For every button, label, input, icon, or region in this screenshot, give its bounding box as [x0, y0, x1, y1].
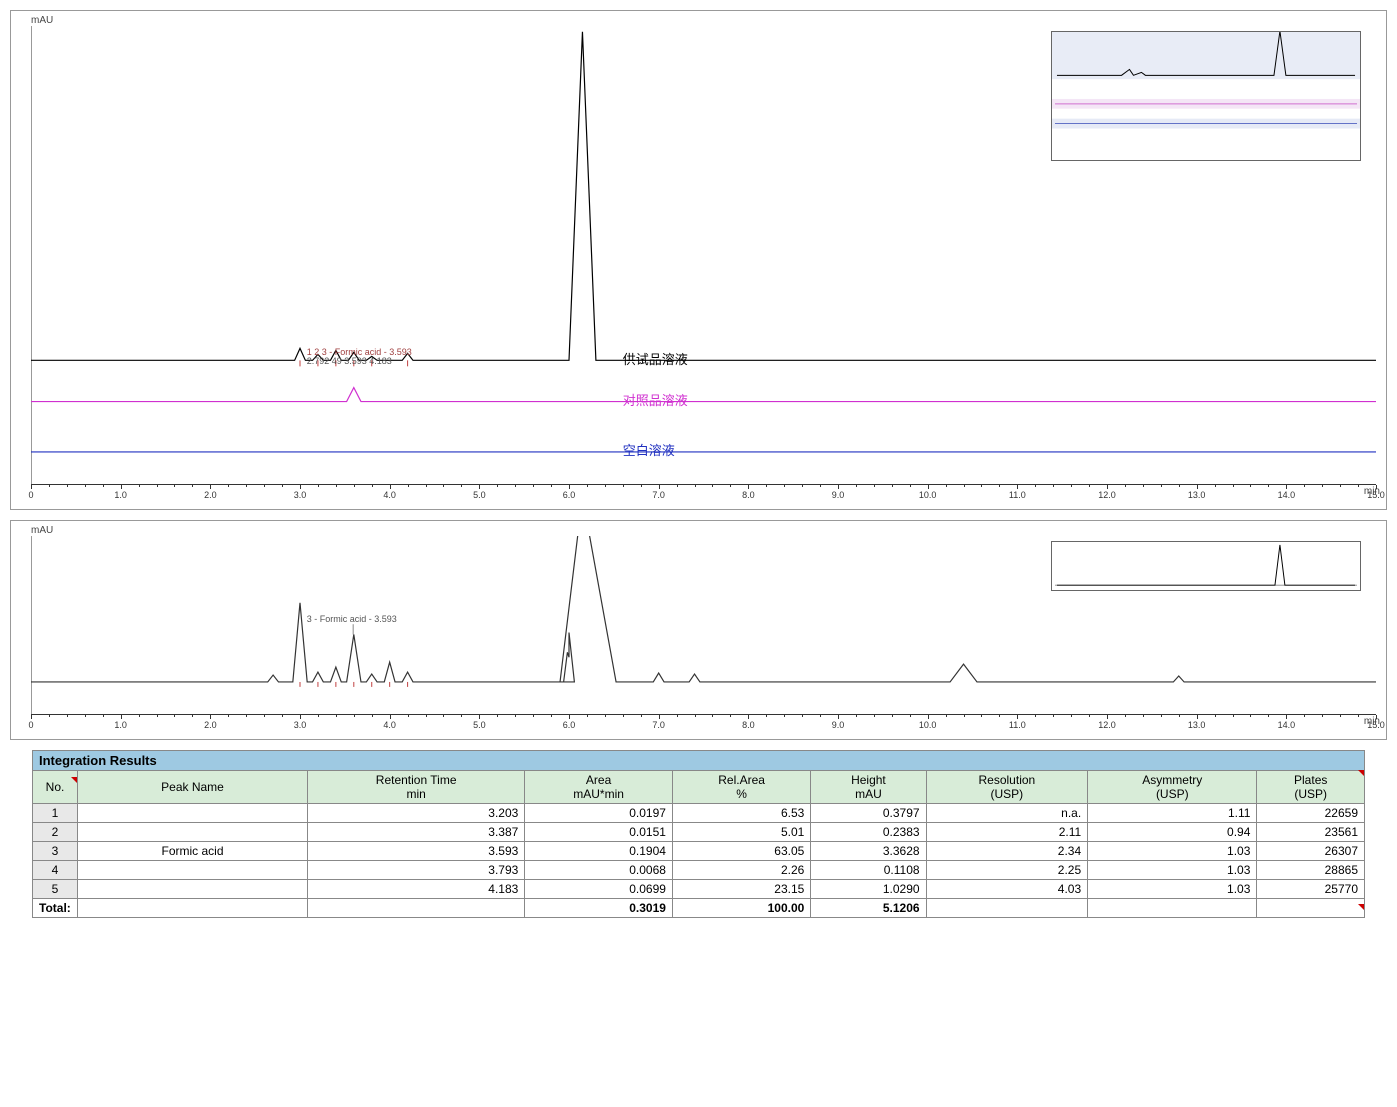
col-plates: Plates(USP) — [1257, 771, 1365, 804]
plot-area-top: 供试品溶液 对照品溶液 空白溶液 1 2 3 - Formic acid - 3… — [31, 26, 1376, 484]
col-relarea: Rel.Area% — [672, 771, 810, 804]
cell-asym: 1.11 — [1088, 804, 1257, 823]
cell-area: 0.0151 — [525, 823, 673, 842]
table-row: 1 3.2030.01976.530.3797n.a.1.1122659 — [33, 804, 1365, 823]
cell-no: 2 — [33, 823, 78, 842]
cell-no: 3 — [33, 842, 78, 861]
table-row: 5 4.1830.069923.151.02904.031.0325770 — [33, 880, 1365, 899]
integration-results-table: Integration Results No. Peak Name Retent… — [32, 750, 1365, 918]
total-height: 5.1206 — [811, 899, 926, 918]
cell-rel: 2.26 — [672, 861, 810, 880]
cell-name — [78, 861, 308, 880]
cell-plates: 25770 — [1257, 880, 1365, 899]
col-height: HeightmAU — [811, 771, 926, 804]
cell-rt: 3.387 — [308, 823, 525, 842]
total-label: Total: — [33, 899, 78, 918]
cell-rel: 63.05 — [672, 842, 810, 861]
cell-area: 0.0699 — [525, 880, 673, 899]
col-area: AreamAU*min — [525, 771, 673, 804]
inset-overview-bottom — [1051, 541, 1361, 591]
cell-rel: 6.53 — [672, 804, 810, 823]
cell-rt: 4.183 — [308, 880, 525, 899]
cell-name — [78, 880, 308, 899]
cell-no: 4 — [33, 861, 78, 880]
col-resolution: Resolution(USP) — [926, 771, 1088, 804]
cell-res: 4.03 — [926, 880, 1088, 899]
cell-asym: 1.03 — [1088, 861, 1257, 880]
plot-area-bottom: 3 - Formic acid - 3.593 — [31, 536, 1376, 714]
cell-height: 0.1108 — [811, 861, 926, 880]
cell-height: 0.2383 — [811, 823, 926, 842]
cell-name: Formic acid — [78, 842, 308, 861]
peak-label-formic-acid: 3 - Formic acid - 3.593 — [307, 614, 397, 624]
total-area: 0.3019 — [525, 899, 673, 918]
x-axis-label: min — [1364, 486, 1380, 497]
chromatogram-overlay-chart: mAU 供试品溶液 对照品溶液 空白溶液 1 2 3 - Formic acid… — [10, 10, 1387, 510]
cell-plates: 28865 — [1257, 861, 1365, 880]
table-title-row: Integration Results — [33, 751, 1365, 771]
cell-rt: 3.793 — [308, 861, 525, 880]
col-no: No. — [33, 771, 78, 804]
trace-label-sample: 供试品溶液 — [623, 349, 688, 368]
cell-height: 0.3797 — [811, 804, 926, 823]
table-header-row: No. Peak Name Retention Timemin AreamAU*… — [33, 771, 1365, 804]
cell-name — [78, 804, 308, 823]
x-axis-top: 01.02.03.04.05.06.07.08.09.010.011.012.0… — [31, 484, 1376, 504]
cell-plates: 23561 — [1257, 823, 1365, 842]
cell-res: 2.11 — [926, 823, 1088, 842]
cell-height: 1.0290 — [811, 880, 926, 899]
cell-name — [78, 823, 308, 842]
table-row: 2 3.3870.01515.010.23832.110.9423561 — [33, 823, 1365, 842]
integration-results-table-wrap: Integration Results No. Peak Name Retent… — [10, 750, 1387, 918]
col-rt: Retention Timemin — [308, 771, 525, 804]
col-peak-name: Peak Name — [78, 771, 308, 804]
cell-height: 3.3628 — [811, 842, 926, 861]
cell-rel: 23.15 — [672, 880, 810, 899]
cell-res: 2.34 — [926, 842, 1088, 861]
table-title: Integration Results — [33, 751, 1365, 771]
cell-rel: 5.01 — [672, 823, 810, 842]
cell-no: 1 — [33, 804, 78, 823]
cell-plates: 26307 — [1257, 842, 1365, 861]
y-axis-label-bottom: mAU — [31, 525, 53, 536]
col-asymmetry: Asymmetry(USP) — [1088, 771, 1257, 804]
cell-asym: 1.03 — [1088, 842, 1257, 861]
chromatogram-zoom-chart: mAU 3 - Formic acid - 3.593 01.02.03.04.… — [10, 520, 1387, 740]
table-row: 3Formic acid3.5930.190463.053.36282.341.… — [33, 842, 1365, 861]
peak-annotation-b: 2.792 49 3.593 4.183 — [307, 356, 392, 366]
table-row: 4 3.7930.00682.260.11082.251.0328865 — [33, 861, 1365, 880]
cell-asym: 0.94 — [1088, 823, 1257, 842]
trace-label-reference: 对照品溶液 — [623, 390, 688, 409]
cell-no: 5 — [33, 880, 78, 899]
x-axis-bottom: 01.02.03.04.05.06.07.08.09.010.011.012.0… — [31, 714, 1376, 734]
cell-area: 0.1904 — [525, 842, 673, 861]
cell-plates: 22659 — [1257, 804, 1365, 823]
cell-area: 0.0068 — [525, 861, 673, 880]
x-axis-label-bottom: min — [1364, 716, 1380, 727]
cell-asym: 1.03 — [1088, 880, 1257, 899]
total-rel: 100.00 — [672, 899, 810, 918]
cell-area: 0.0197 — [525, 804, 673, 823]
y-axis-label: mAU — [31, 15, 53, 26]
cell-rt: 3.593 — [308, 842, 525, 861]
table-total-row: Total: 0.3019 100.00 5.1206 — [33, 899, 1365, 918]
trace-label-blank: 空白溶液 — [623, 440, 675, 459]
cell-res: n.a. — [926, 804, 1088, 823]
cell-rt: 3.203 — [308, 804, 525, 823]
cell-res: 2.25 — [926, 861, 1088, 880]
inset-overview-top — [1051, 31, 1361, 161]
